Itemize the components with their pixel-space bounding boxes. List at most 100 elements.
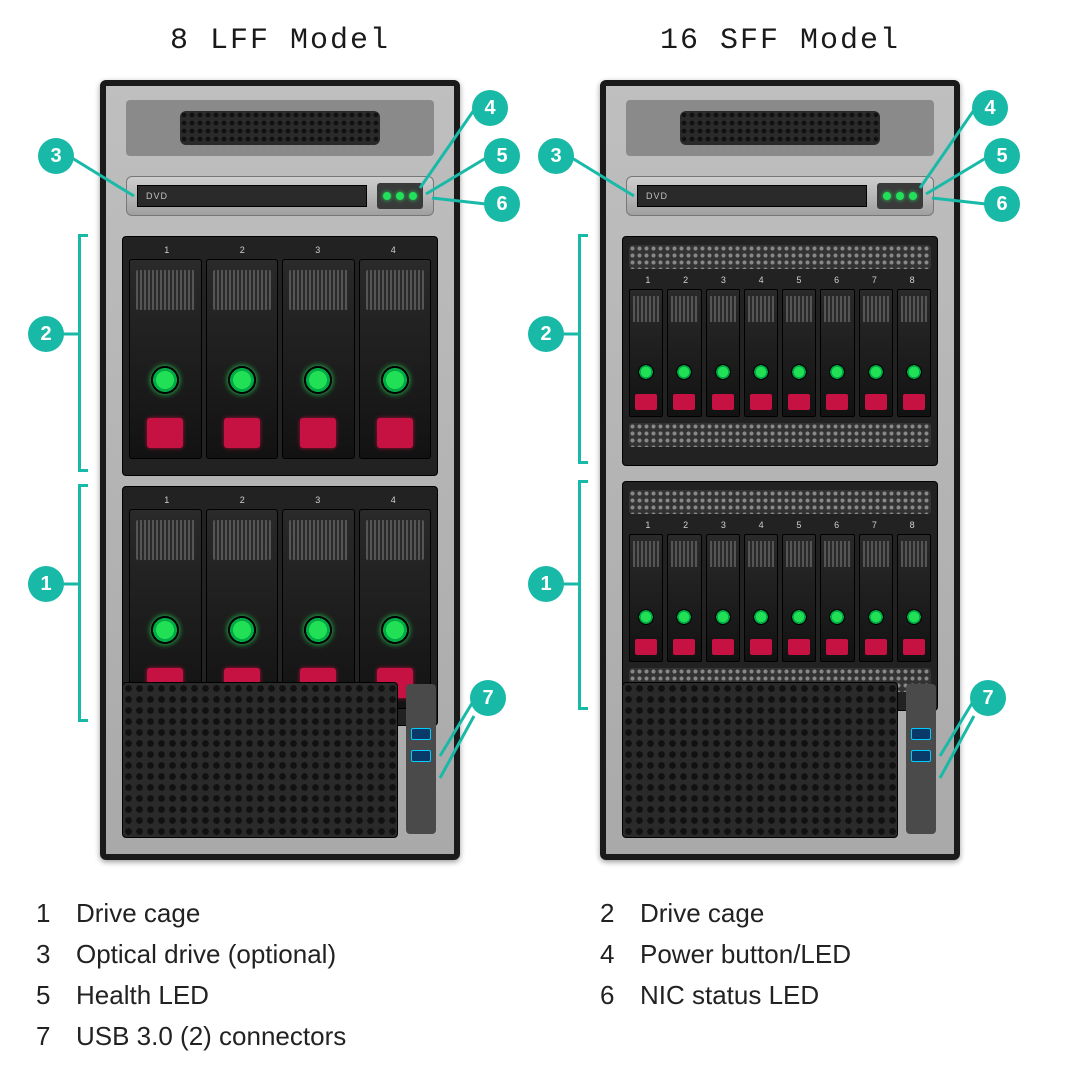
legend-text: Health LED xyxy=(76,980,480,1011)
slot-label: 7 xyxy=(872,520,877,530)
legend-row-4: 4 Power button/LED xyxy=(600,939,1044,970)
slot-label: 1 xyxy=(645,520,650,530)
legend-row-2: 2 Drive cage xyxy=(600,898,1044,929)
power-led-icon xyxy=(383,192,391,200)
legend-num: 1 xyxy=(36,898,76,929)
sff-drive xyxy=(782,289,816,417)
slot-label: 3 xyxy=(721,520,726,530)
sff-drive xyxy=(820,534,854,662)
slot-label: 3 xyxy=(315,245,320,255)
sff-drive xyxy=(744,289,778,417)
legend-text: Optical drive (optional) xyxy=(76,939,480,970)
legend-num: 5 xyxy=(36,980,76,1011)
callout-1-sff: 1 xyxy=(528,566,564,602)
callout-7-lff: 7 xyxy=(470,680,506,716)
legend-row-5: 5 Health LED xyxy=(36,980,480,1011)
legend-text: NIC status LED xyxy=(640,980,1044,1011)
legend-row-1: 1 Drive cage xyxy=(36,898,480,929)
lff-top-vent xyxy=(126,100,434,156)
slot-label: 4 xyxy=(391,495,396,505)
slot-label: 8 xyxy=(910,275,915,285)
lff-drive xyxy=(282,259,355,459)
callout-6-sff: 6 xyxy=(984,186,1020,222)
sff-drive xyxy=(782,534,816,662)
bracket-lff-cage1 xyxy=(78,484,88,722)
sff-bottom-mesh xyxy=(622,682,898,838)
sff-drive xyxy=(859,534,893,662)
lff-drive xyxy=(359,509,432,709)
legend-num: 4 xyxy=(600,939,640,970)
lff-cage-upper-labels: 1 2 3 4 xyxy=(129,245,431,255)
slot-label: 5 xyxy=(796,275,801,285)
sff-cage-lower: 1 2 3 4 5 6 7 8 xyxy=(622,481,938,711)
slot-label: 6 xyxy=(834,275,839,285)
usb-port-icon xyxy=(411,728,431,740)
sff-drive xyxy=(897,534,931,662)
slot-label: 1 xyxy=(645,275,650,285)
slot-label: 4 xyxy=(759,520,764,530)
sff-drive xyxy=(706,534,740,662)
dvd-drive: DVD xyxy=(637,185,867,207)
slot-label: 2 xyxy=(683,275,688,285)
slot-label: 3 xyxy=(315,495,320,505)
slot-label: 2 xyxy=(683,520,688,530)
slot-label: 4 xyxy=(759,275,764,285)
callout-3-sff: 3 xyxy=(538,138,574,174)
lff-drive xyxy=(206,509,279,709)
power-led-icon xyxy=(883,192,891,200)
lff-drive xyxy=(282,509,355,709)
sff-drive xyxy=(744,534,778,662)
sff-drive xyxy=(706,289,740,417)
lff-bottom-mesh xyxy=(122,682,398,838)
callout-5-lff: 5 xyxy=(484,138,520,174)
bracket-sff-cage2 xyxy=(578,234,588,464)
chassis-lff: DVD 1 2 3 4 1 2 3 4 xyxy=(100,80,460,860)
callout-7-sff: 7 xyxy=(970,680,1006,716)
lff-drive xyxy=(359,259,432,459)
bracket-lff-cage2 xyxy=(78,234,88,472)
chassis-sff: DVD 1 2 3 4 5 6 7 8 xyxy=(600,80,960,860)
slot-label: 5 xyxy=(796,520,801,530)
callout-5-sff: 5 xyxy=(984,138,1020,174)
sff-drive xyxy=(897,289,931,417)
sff-usb-block xyxy=(906,684,936,834)
lff-optical-bay: DVD xyxy=(126,176,434,216)
nic-led-icon xyxy=(909,192,917,200)
usb-port-icon xyxy=(911,728,931,740)
title-lff: 8 LFF Model xyxy=(90,24,470,58)
legend: 1 Drive cage 2 Drive cage 3 Optical driv… xyxy=(36,898,1044,1052)
health-led-icon xyxy=(896,192,904,200)
legend-text: Drive cage xyxy=(76,898,480,929)
health-led-icon xyxy=(396,192,404,200)
callout-3-lff: 3 xyxy=(38,138,74,174)
sff-drive xyxy=(629,289,663,417)
slot-label: 2 xyxy=(240,245,245,255)
legend-num: 6 xyxy=(600,980,640,1011)
slot-label: 2 xyxy=(240,495,245,505)
bracket-sff-cage1 xyxy=(578,480,588,710)
slot-label: 8 xyxy=(910,520,915,530)
slot-label: 6 xyxy=(834,520,839,530)
sff-cage-upper: 1 2 3 4 5 6 7 8 xyxy=(622,236,938,466)
sff-cage-upper-labels: 1 2 3 4 5 6 7 8 xyxy=(629,275,931,285)
legend-text: Power button/LED xyxy=(640,939,1044,970)
callout-4-sff: 4 xyxy=(972,90,1008,126)
slot-label: 4 xyxy=(391,245,396,255)
slot-label: 1 xyxy=(164,495,169,505)
slot-label: 7 xyxy=(872,275,877,285)
usb-port-icon xyxy=(911,750,931,762)
sff-drive xyxy=(859,289,893,417)
sff-optical-bay: DVD xyxy=(626,176,934,216)
lff-front-leds xyxy=(377,183,423,209)
lff-cage-lower-labels: 1 2 3 4 xyxy=(129,495,431,505)
legend-row-6: 6 NIC status LED xyxy=(600,980,1044,1011)
callout-1-lff: 1 xyxy=(28,566,64,602)
nic-led-icon xyxy=(409,192,417,200)
slot-label: 1 xyxy=(164,245,169,255)
sff-cage-lower-labels: 1 2 3 4 5 6 7 8 xyxy=(629,520,931,530)
sff-drive xyxy=(820,289,854,417)
callout-4-lff: 4 xyxy=(472,90,508,126)
lff-drive xyxy=(129,259,202,459)
legend-text: USB 3.0 (2) connectors xyxy=(76,1021,480,1052)
callout-6-lff: 6 xyxy=(484,186,520,222)
